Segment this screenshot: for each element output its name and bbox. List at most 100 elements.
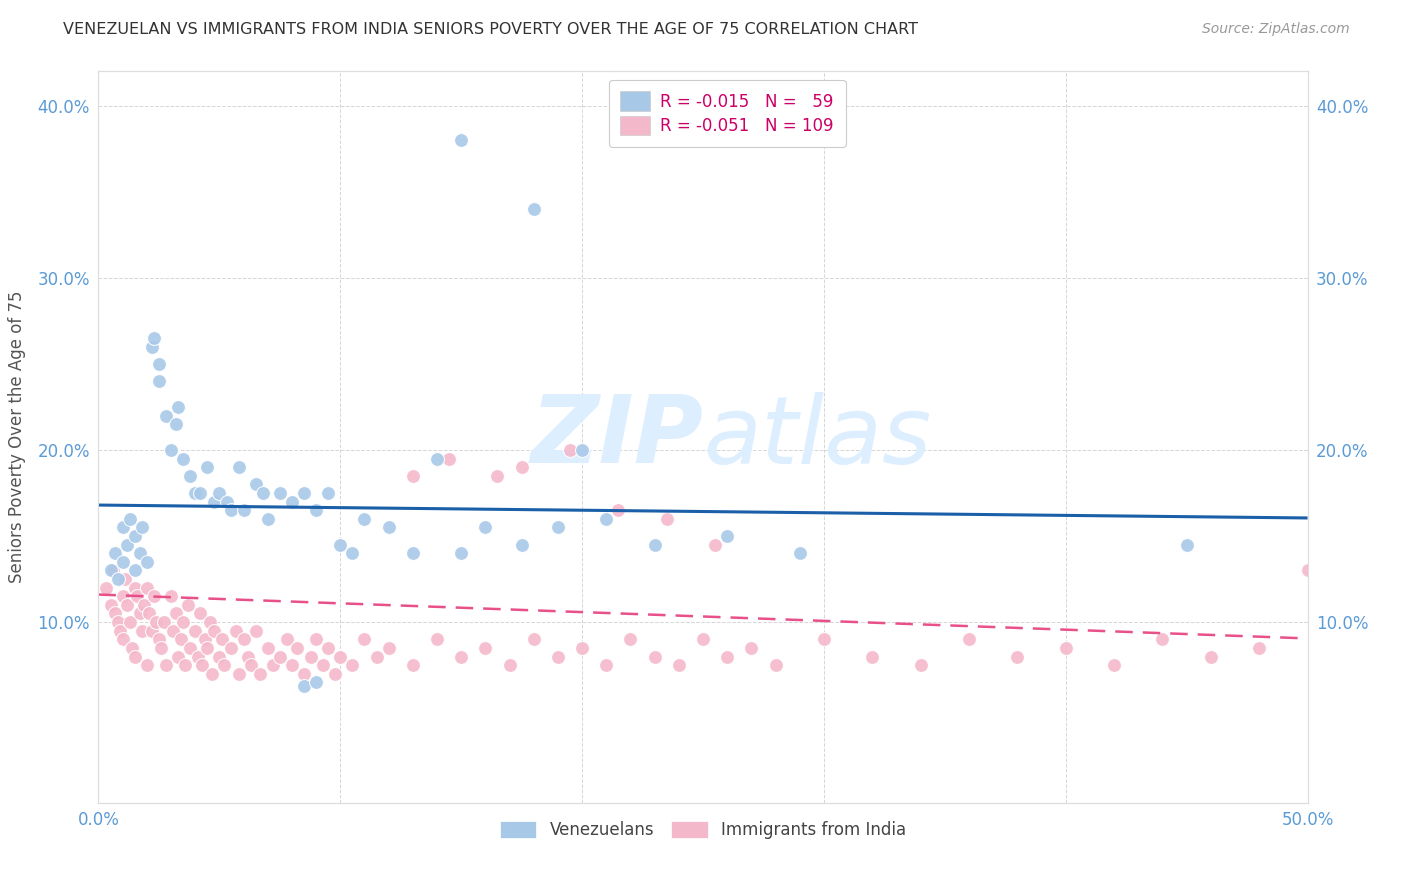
Text: ZIP: ZIP xyxy=(530,391,703,483)
Point xyxy=(269,486,291,500)
Point xyxy=(134,598,156,612)
Point xyxy=(143,589,166,603)
Point xyxy=(450,546,472,560)
Point xyxy=(150,640,173,655)
Point xyxy=(184,486,207,500)
Point xyxy=(179,468,201,483)
Point xyxy=(165,417,187,432)
Point xyxy=(111,589,134,603)
Point xyxy=(111,632,134,647)
Point xyxy=(245,477,267,491)
Point xyxy=(204,624,226,638)
Point xyxy=(232,503,254,517)
Point xyxy=(256,640,278,655)
Point xyxy=(1102,658,1125,673)
Point xyxy=(402,546,425,560)
Point xyxy=(94,581,117,595)
Point xyxy=(135,581,157,595)
Point xyxy=(353,512,375,526)
Point xyxy=(111,555,134,569)
Point xyxy=(177,598,200,612)
Point xyxy=(655,512,678,526)
Point xyxy=(256,512,278,526)
Point xyxy=(547,520,569,534)
Point xyxy=(198,615,221,629)
Point xyxy=(172,451,194,466)
Point xyxy=(305,503,328,517)
Point xyxy=(299,649,322,664)
Point xyxy=(118,615,141,629)
Point xyxy=(211,632,233,647)
Point xyxy=(124,564,146,578)
Point xyxy=(135,658,157,673)
Point xyxy=(740,640,762,655)
Point xyxy=(316,640,339,655)
Point xyxy=(510,538,533,552)
Point xyxy=(107,615,129,629)
Point xyxy=(252,486,274,500)
Point xyxy=(547,649,569,664)
Point xyxy=(692,632,714,647)
Point xyxy=(716,529,738,543)
Point xyxy=(426,451,449,466)
Point xyxy=(169,632,191,647)
Point xyxy=(249,666,271,681)
Point xyxy=(221,640,243,655)
Point xyxy=(131,520,153,534)
Point xyxy=(162,624,184,638)
Point xyxy=(238,649,260,664)
Point xyxy=(571,442,593,457)
Point xyxy=(215,494,238,508)
Point xyxy=(155,658,177,673)
Point xyxy=(194,632,217,647)
Point xyxy=(228,666,250,681)
Point xyxy=(325,666,347,681)
Point xyxy=(100,564,122,578)
Point xyxy=(179,640,201,655)
Point xyxy=(174,658,197,673)
Point xyxy=(329,649,352,664)
Point xyxy=(121,640,143,655)
Point xyxy=(262,658,284,673)
Point xyxy=(789,546,811,560)
Point xyxy=(281,658,304,673)
Point xyxy=(716,649,738,664)
Point xyxy=(145,615,167,629)
Point xyxy=(172,615,194,629)
Point xyxy=(276,632,298,647)
Point xyxy=(1007,649,1029,664)
Point xyxy=(765,658,787,673)
Point xyxy=(474,640,496,655)
Point xyxy=(148,374,170,388)
Point xyxy=(619,632,641,647)
Point xyxy=(208,649,231,664)
Point xyxy=(212,658,235,673)
Point xyxy=(155,409,177,423)
Point xyxy=(450,649,472,664)
Point xyxy=(195,640,218,655)
Point xyxy=(143,331,166,345)
Point xyxy=(292,486,315,500)
Text: VENEZUELAN VS IMMIGRANTS FROM INDIA SENIORS POVERTY OVER THE AGE OF 75 CORRELATI: VENEZUELAN VS IMMIGRANTS FROM INDIA SENI… xyxy=(63,22,918,37)
Legend: Venezuelans, Immigrants from India: Venezuelans, Immigrants from India xyxy=(492,813,914,847)
Point xyxy=(437,451,460,466)
Point xyxy=(124,529,146,543)
Point xyxy=(910,658,932,673)
Point xyxy=(188,607,211,621)
Point xyxy=(204,494,226,508)
Point xyxy=(353,632,375,647)
Point xyxy=(128,607,150,621)
Point xyxy=(377,520,399,534)
Point xyxy=(402,468,425,483)
Point xyxy=(117,598,139,612)
Point xyxy=(160,589,183,603)
Point xyxy=(107,572,129,586)
Point xyxy=(644,538,666,552)
Point xyxy=(152,615,174,629)
Point xyxy=(704,538,727,552)
Point xyxy=(571,640,593,655)
Point xyxy=(510,460,533,475)
Point xyxy=(558,442,581,457)
Point xyxy=(312,658,335,673)
Text: Source: ZipAtlas.com: Source: ZipAtlas.com xyxy=(1202,22,1350,37)
